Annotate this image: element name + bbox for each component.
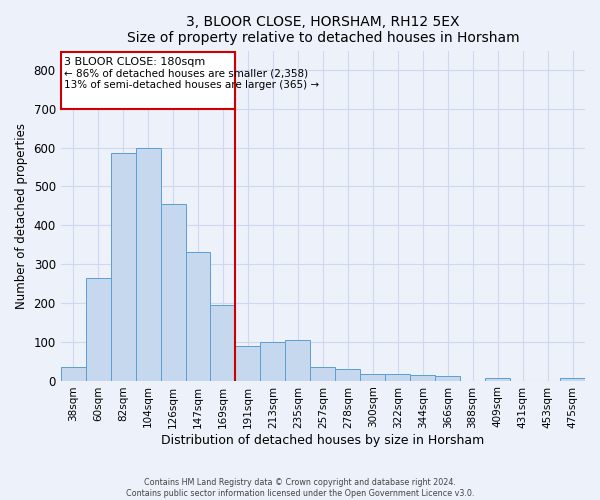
Bar	[360, 374, 385, 380]
Text: Contains HM Land Registry data © Crown copyright and database right 2024.
Contai: Contains HM Land Registry data © Crown c…	[126, 478, 474, 498]
Bar	[410, 374, 435, 380]
Bar	[310, 367, 335, 380]
Bar	[435, 376, 460, 380]
Bar	[185, 252, 211, 380]
Text: 3 BLOOR CLOSE: 180sqm: 3 BLOOR CLOSE: 180sqm	[64, 57, 206, 67]
Bar	[211, 305, 235, 380]
Title: 3, BLOOR CLOSE, HORSHAM, RH12 5EX
Size of property relative to detached houses i: 3, BLOOR CLOSE, HORSHAM, RH12 5EX Size o…	[127, 15, 519, 45]
Bar	[560, 378, 585, 380]
Text: ← 86% of detached houses are smaller (2,358): ← 86% of detached houses are smaller (2,…	[64, 69, 308, 79]
Bar	[136, 148, 161, 380]
FancyBboxPatch shape	[61, 52, 235, 109]
Bar	[286, 340, 310, 380]
Bar	[260, 342, 286, 380]
Y-axis label: Number of detached properties: Number of detached properties	[15, 122, 28, 308]
Bar	[86, 278, 110, 380]
Bar	[385, 374, 410, 380]
Bar	[61, 367, 86, 380]
Bar	[485, 378, 510, 380]
Text: 13% of semi-detached houses are larger (365) →: 13% of semi-detached houses are larger (…	[64, 80, 320, 90]
X-axis label: Distribution of detached houses by size in Horsham: Distribution of detached houses by size …	[161, 434, 484, 448]
Bar	[335, 369, 360, 380]
Bar	[110, 154, 136, 380]
Bar	[161, 204, 185, 380]
Bar	[235, 346, 260, 380]
